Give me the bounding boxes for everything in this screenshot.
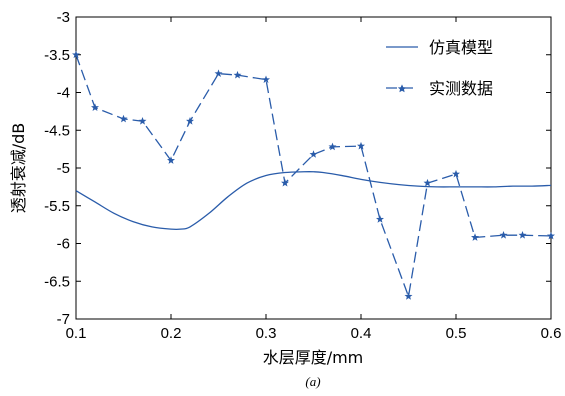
data-point-star [499, 231, 508, 239]
series-line-1 [75, 171, 552, 231]
x-axis-label: 水层厚度/mm [263, 348, 364, 367]
data-point-star [72, 50, 80, 59]
y-tick-label: -3 [57, 9, 70, 26]
y-axis-label: 透射衰减/dB [9, 123, 28, 214]
series-layer [72, 50, 555, 300]
data-point-star [233, 70, 242, 79]
x-tick-label: 0.2 [161, 325, 182, 342]
legend-marker-measured [397, 84, 407, 93]
plot-frame [75, 16, 552, 320]
y-tick-label: -4 [57, 85, 70, 102]
data-point-star [547, 231, 555, 240]
legend: 仿真模型 实测数据 [386, 38, 493, 98]
data-point-star [357, 141, 365, 150]
data-point-star [119, 114, 128, 123]
data-point-star [309, 150, 318, 158]
data-point-star [376, 215, 384, 223]
y-tick-label: -5.5 [44, 198, 70, 215]
y-tick-label: -3.5 [44, 47, 70, 64]
legend-label-sim: 仿真模型 [429, 38, 493, 57]
data-point-star [262, 75, 270, 84]
data-point-star [328, 142, 337, 151]
x-tick-label: 0.1 [66, 325, 87, 342]
data-point-star [423, 178, 432, 187]
data-point-star [404, 292, 413, 300]
y-tick-label: -7 [57, 311, 70, 328]
y-tick-label: -6.5 [44, 273, 70, 290]
x-tick-label: 0.6 [541, 325, 562, 342]
series-line-2 [75, 54, 552, 299]
data-point-star [214, 69, 223, 78]
x-tick-label: 0.3 [256, 325, 277, 342]
data-point-star [281, 178, 289, 187]
y-tick-label: -5 [57, 160, 70, 177]
data-point-star [91, 103, 99, 111]
data-point-star [518, 231, 527, 239]
y-tick-label: -6 [57, 236, 70, 253]
y-tick-label: -4.5 [44, 122, 70, 139]
x-ticks: 0.1 0.2 0.3 0.4 0.5 0.6 [66, 17, 562, 342]
data-point-star [138, 116, 147, 125]
caption: (a) [305, 374, 320, 389]
legend-label-measured: 实测数据 [429, 79, 493, 98]
x-tick-label: 0.5 [446, 325, 467, 342]
data-point-star [186, 116, 194, 125]
data-point-star [167, 156, 175, 164]
data-point-star [452, 169, 460, 178]
data-point-star [471, 233, 479, 241]
x-tick-label: 0.4 [351, 325, 372, 342]
y-ticks: -3 -3.5 -4 -4.5 -5 -5.5 -6 -6.5 -7 [44, 9, 551, 328]
